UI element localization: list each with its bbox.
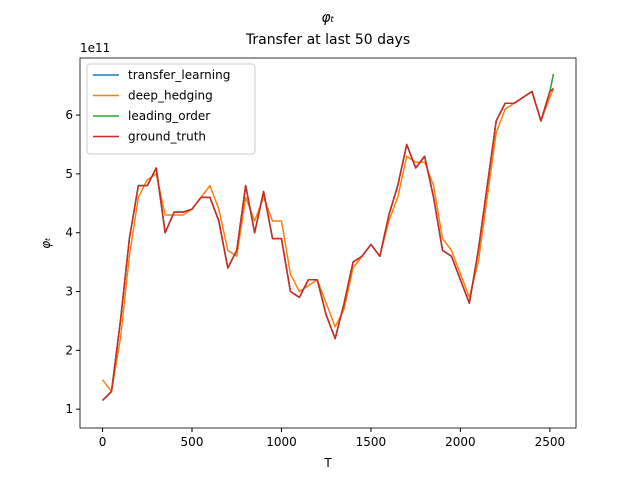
- y-tick-label: 3: [65, 285, 73, 299]
- x-tick-label: 2000: [445, 435, 476, 449]
- x-tick-label: 1000: [266, 435, 297, 449]
- x-tick-label: 0: [99, 435, 107, 449]
- x-tick-label: 1500: [356, 435, 387, 449]
- y-tick-label: 5: [65, 167, 73, 181]
- chart-subtitle: Transfer at last 50 days: [245, 32, 410, 48]
- y-axis-label: φₜ: [39, 237, 53, 249]
- legend-label: ground_truth: [128, 130, 206, 144]
- y-tick-label: 2: [65, 343, 73, 357]
- legend-label: transfer_learning: [128, 68, 230, 82]
- x-tick-label: 2500: [535, 435, 566, 449]
- legend-box: [86, 63, 256, 155]
- y-offset-label: 1e11: [80, 41, 110, 55]
- y-tick-label: 4: [65, 226, 73, 240]
- axes-frame: [79, 57, 577, 429]
- x-tick-label: 500: [181, 435, 204, 449]
- chart-title: φₜ: [321, 10, 334, 26]
- legend: transfer_learning deep_hedging leading_ord…: [86, 63, 256, 155]
- x-axis-label: T: [323, 456, 332, 470]
- legend-label: deep_hedging: [128, 89, 213, 103]
- legend-label: leading_order: [128, 109, 210, 123]
- series-line: [101, 88, 555, 393]
- plot-area: [101, 73, 555, 401]
- y-tick-label: 6: [65, 108, 73, 122]
- y-tick-label: 1: [65, 402, 73, 416]
- series-line: [102, 88, 554, 401]
